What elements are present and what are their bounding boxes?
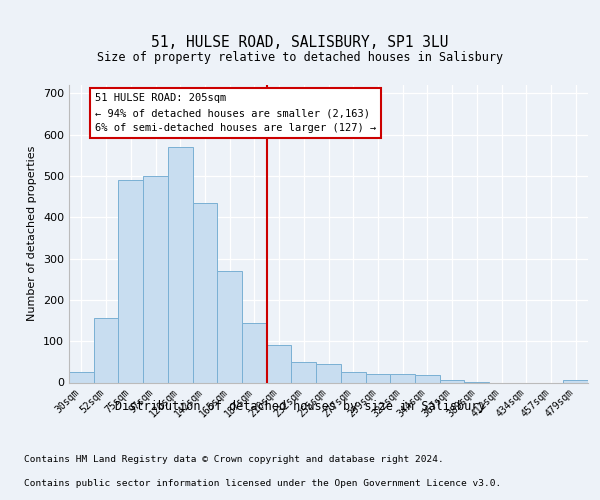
Bar <box>242 322 267 382</box>
Text: Contains public sector information licensed under the Open Government Licence v3: Contains public sector information licen… <box>24 478 501 488</box>
Text: Contains HM Land Registry data © Crown copyright and database right 2024.: Contains HM Land Registry data © Crown c… <box>24 455 444 464</box>
Bar <box>69 372 94 382</box>
Bar <box>563 380 588 382</box>
Bar <box>217 271 242 382</box>
Bar <box>341 372 365 382</box>
Bar <box>365 374 390 382</box>
Bar <box>118 180 143 382</box>
Bar <box>292 362 316 382</box>
Text: 51, HULSE ROAD, SALISBURY, SP1 3LU: 51, HULSE ROAD, SALISBURY, SP1 3LU <box>151 35 449 50</box>
Bar <box>390 374 415 382</box>
Bar <box>440 380 464 382</box>
Bar <box>168 147 193 382</box>
Text: 51 HULSE ROAD: 205sqm
← 94% of detached houses are smaller (2,163)
6% of semi-de: 51 HULSE ROAD: 205sqm ← 94% of detached … <box>95 94 376 133</box>
Text: Distribution of detached houses by size in Salisbury: Distribution of detached houses by size … <box>115 400 485 413</box>
Bar <box>94 318 118 382</box>
Bar <box>415 375 440 382</box>
Bar <box>316 364 341 382</box>
Bar <box>143 176 168 382</box>
Y-axis label: Number of detached properties: Number of detached properties <box>28 146 37 322</box>
Bar <box>193 203 217 382</box>
Text: Size of property relative to detached houses in Salisbury: Size of property relative to detached ho… <box>97 50 503 64</box>
Bar <box>267 346 292 383</box>
